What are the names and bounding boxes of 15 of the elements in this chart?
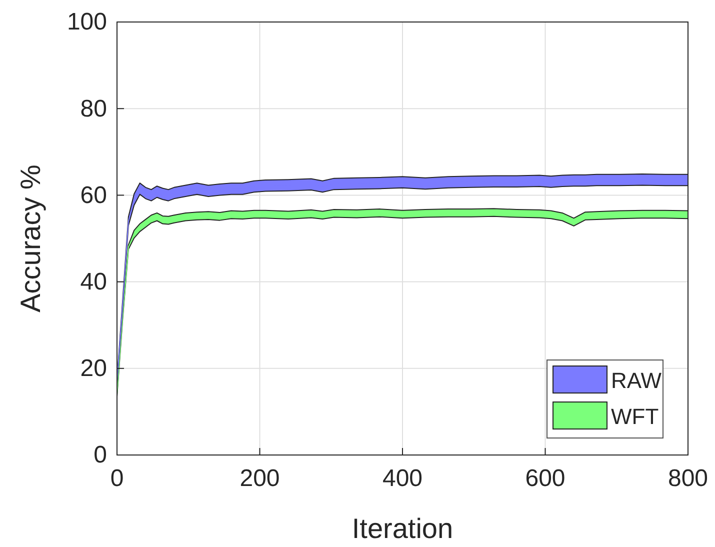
y-axis-title: Accuracy % bbox=[15, 164, 46, 312]
x-tick-label: 600 bbox=[525, 465, 566, 492]
legend-label: WFT bbox=[611, 404, 659, 429]
x-axis-title: Iteration bbox=[352, 513, 454, 544]
x-tick-label: 800 bbox=[668, 465, 708, 492]
y-tick-label: 60 bbox=[80, 182, 107, 209]
x-tick-label: 0 bbox=[110, 465, 124, 492]
x-tick-label: 400 bbox=[382, 465, 423, 492]
legend-label: RAW bbox=[611, 368, 662, 393]
y-tick-label: 0 bbox=[94, 442, 107, 469]
y-tick-label: 20 bbox=[80, 355, 107, 382]
x-tick-label: 200 bbox=[240, 465, 280, 492]
y-tick-label: 100 bbox=[66, 8, 107, 36]
y-tick-label: 80 bbox=[80, 95, 107, 122]
y-tick-label: 40 bbox=[80, 268, 107, 296]
